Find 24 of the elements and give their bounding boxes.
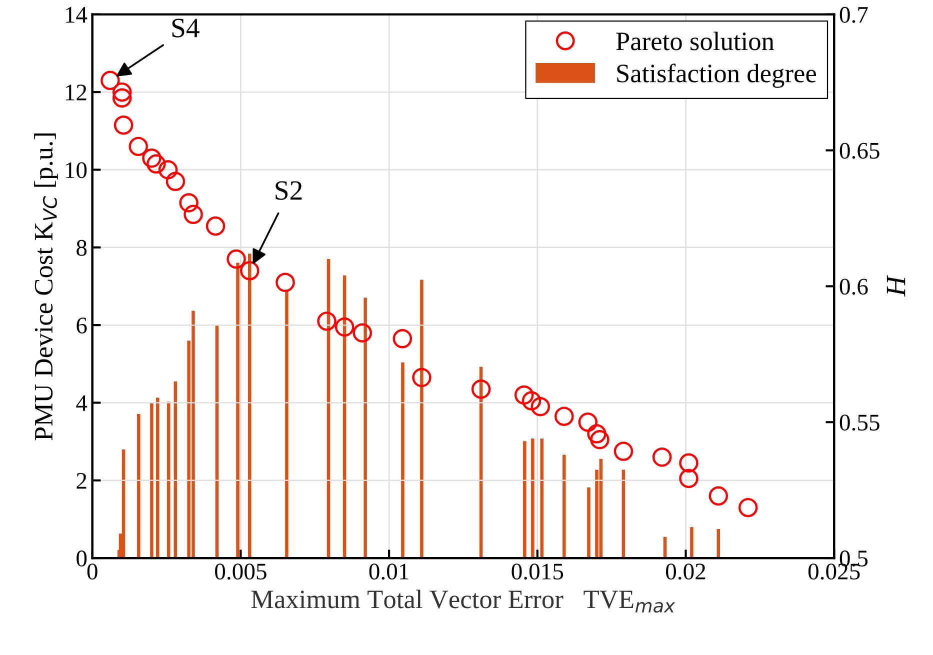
x-tick-label: 0 [87, 564, 98, 580]
x-tick-label: 0.01 [369, 564, 408, 580]
y-tick-label: 6 [76, 318, 87, 334]
x-tick-label: 0.005 [215, 564, 266, 580]
y-tick-label: 12 [66, 84, 86, 100]
y-tick-label: 10 [66, 162, 87, 178]
y2-tick-label: 0.65 [840, 142, 880, 159]
annotation: S4 [172, 18, 200, 38]
y2-tick-label: 0.6 [840, 278, 868, 295]
y-tick-label: 4 [76, 395, 88, 411]
y-tick-label: 14 [66, 7, 88, 23]
legend-label: Pareto solution [616, 32, 774, 50]
y-axis-title: PMU Device Cost K$_{VC}$ [p.u.] [34, 134, 58, 440]
y-tick-label: 0 [76, 550, 87, 566]
y-tick-label: 8 [76, 240, 87, 256]
x-tick-label: 0.02 [666, 564, 706, 580]
y2-tick-label: 0.55 [840, 414, 880, 431]
annotation: S2 [276, 181, 302, 200]
y2-tick-label: 0.7 [840, 6, 868, 23]
y2-axis-title: H [886, 274, 906, 297]
legend-label: Satisfaction degree [617, 64, 816, 88]
x-tick-label: 0.015 [512, 564, 564, 580]
x-axis-title: Maximum Total Vector Error TVE$_{max}$ [251, 590, 676, 613]
y-tick-label: 2 [76, 472, 86, 489]
